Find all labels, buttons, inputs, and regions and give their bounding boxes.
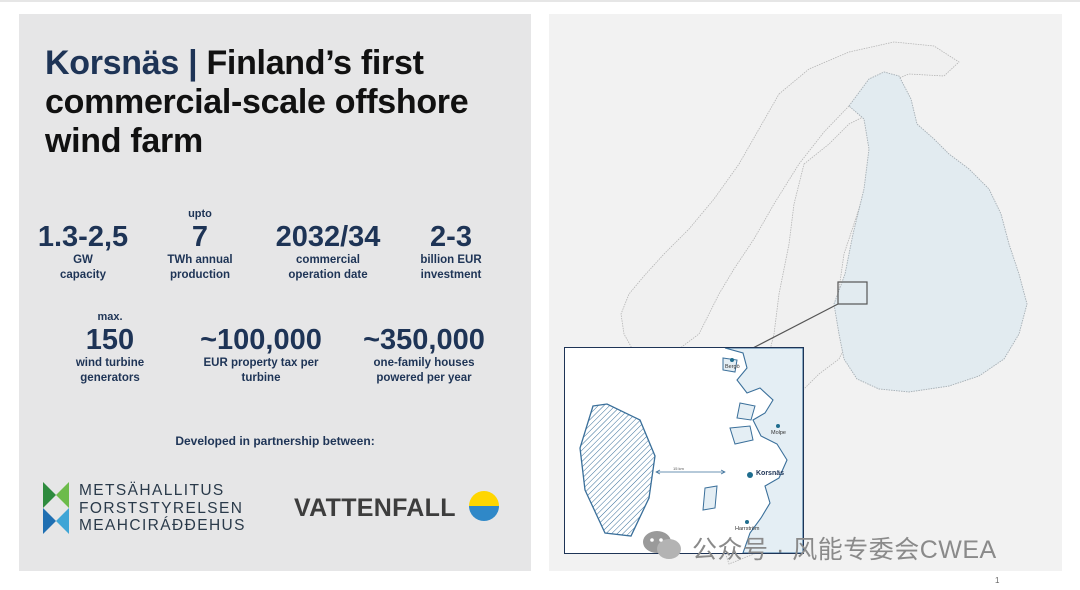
stat-prefix: upto bbox=[188, 208, 212, 220]
island bbox=[736, 402, 756, 421]
stat-value: 150 bbox=[85, 324, 135, 356]
page-number: 1 bbox=[995, 576, 1000, 585]
stat-label: generators bbox=[80, 372, 140, 384]
stat-label: turbine bbox=[241, 372, 281, 384]
stat-label: GW bbox=[73, 254, 93, 266]
wordmark-line: MEAHCIRÁÐĐEHUS bbox=[79, 517, 246, 534]
wordmark-line: METSÄHALLITUS bbox=[79, 482, 225, 499]
vattenfall-sun-icon bbox=[469, 491, 499, 521]
stat-prefix bbox=[401, 208, 501, 221]
locator-box bbox=[837, 281, 868, 305]
map-panel: 15 km Bergö Molpe Korsnäs Harrström bbox=[549, 14, 1062, 571]
korsnas-inset-map: 15 km Bergö Molpe Korsnäs Harrström bbox=[564, 347, 804, 554]
stat-label: production bbox=[169, 269, 231, 281]
title-rest: Finland’s first bbox=[206, 44, 424, 82]
place-label-bergo: Bergö bbox=[725, 364, 740, 370]
stat-label: one-family houses bbox=[373, 357, 475, 369]
stat-prefix: max. bbox=[97, 311, 123, 323]
place-marker bbox=[745, 520, 749, 524]
stat-prefix bbox=[263, 208, 393, 221]
vattenfall-logo: VATTENFALL bbox=[294, 490, 509, 530]
stat-label: commercial bbox=[296, 254, 360, 266]
partnership-heading: Developed in partnership between: bbox=[175, 434, 375, 448]
wechat-icon bbox=[643, 531, 681, 559]
watermark-text: 公众号 · 风能专委会CWEA bbox=[692, 536, 997, 564]
vattenfall-wordmark: VATTENFALL bbox=[294, 494, 456, 522]
stat-label: capacity bbox=[59, 269, 107, 281]
coastline bbox=[724, 348, 803, 553]
place-marker bbox=[730, 358, 734, 362]
stat-investment: 2-3 billion EUR investment bbox=[401, 208, 501, 283]
place-marker bbox=[776, 424, 780, 428]
stat-prefix bbox=[23, 208, 143, 221]
stat-capacity: 1.3-2,5 GW capacity bbox=[23, 208, 143, 283]
stat-value: 2032/34 bbox=[275, 221, 381, 253]
stat-households: ~350,000 one-family houses powered per y… bbox=[349, 311, 499, 386]
wordmark-line: FORSTSTYRELSEN bbox=[79, 499, 244, 517]
place-marker bbox=[747, 472, 753, 478]
place-label-harrstrom: Harrström bbox=[735, 526, 760, 532]
place-label-molpe: Molpe bbox=[771, 430, 786, 436]
stat-property-tax: ~100,000 EUR property tax per turbine bbox=[179, 311, 343, 386]
stat-value: ~100,000 bbox=[200, 324, 322, 356]
stat-label: investment bbox=[420, 269, 482, 281]
stat-prefix bbox=[349, 311, 499, 324]
metsahallitus-emblem-icon bbox=[43, 482, 69, 534]
stat-label: billion EUR bbox=[420, 254, 482, 266]
info-panel: Korsnäs | Finland’s first commercial-sca… bbox=[19, 14, 531, 571]
stat-label: operation date bbox=[288, 269, 368, 281]
island bbox=[729, 425, 754, 445]
metsahallitus-wordmark: METSÄHALLITUS FORSTSTYRELSEN MEAHCIRÁÐĐE… bbox=[79, 482, 246, 535]
distance-label: 15 km bbox=[673, 466, 684, 471]
title-brand: Korsnäs | bbox=[45, 44, 198, 82]
title-line2: commercial-scale offshore bbox=[45, 83, 469, 121]
stat-operation-date: 2032/34 commercial operation date bbox=[263, 208, 393, 283]
place-label-korsnas: Korsnäs bbox=[756, 470, 785, 477]
title-line3: wind farm bbox=[45, 122, 203, 160]
stat-label: EUR property tax per bbox=[203, 357, 319, 369]
stat-value: 7 bbox=[191, 221, 209, 253]
stat-turbines: max. 150 wind turbine generators bbox=[55, 311, 165, 386]
top-divider bbox=[0, 0, 1080, 2]
stat-value: 1.3-2,5 bbox=[37, 221, 129, 253]
locator-connector bbox=[748, 303, 839, 351]
wind-farm-area bbox=[579, 403, 656, 537]
page-title: Korsnäs | Finland’s first commercial-sca… bbox=[45, 44, 469, 161]
metsahallitus-logo: METSÄHALLITUS FORSTSTYRELSEN MEAHCIRÁÐĐE… bbox=[43, 482, 273, 542]
stat-label: TWh annual bbox=[167, 254, 233, 266]
stat-label: powered per year bbox=[376, 372, 472, 384]
stat-production: upto 7 TWh annual production bbox=[150, 208, 250, 283]
inset-map-drawing bbox=[579, 348, 803, 553]
stat-value: ~350,000 bbox=[363, 324, 485, 356]
stat-value: 2-3 bbox=[430, 221, 472, 253]
scandinavia-outline bbox=[620, 41, 960, 355]
stat-label: wind turbine bbox=[75, 357, 145, 369]
finland-shape bbox=[833, 71, 1028, 393]
stat-prefix bbox=[179, 311, 343, 324]
island bbox=[702, 485, 718, 511]
